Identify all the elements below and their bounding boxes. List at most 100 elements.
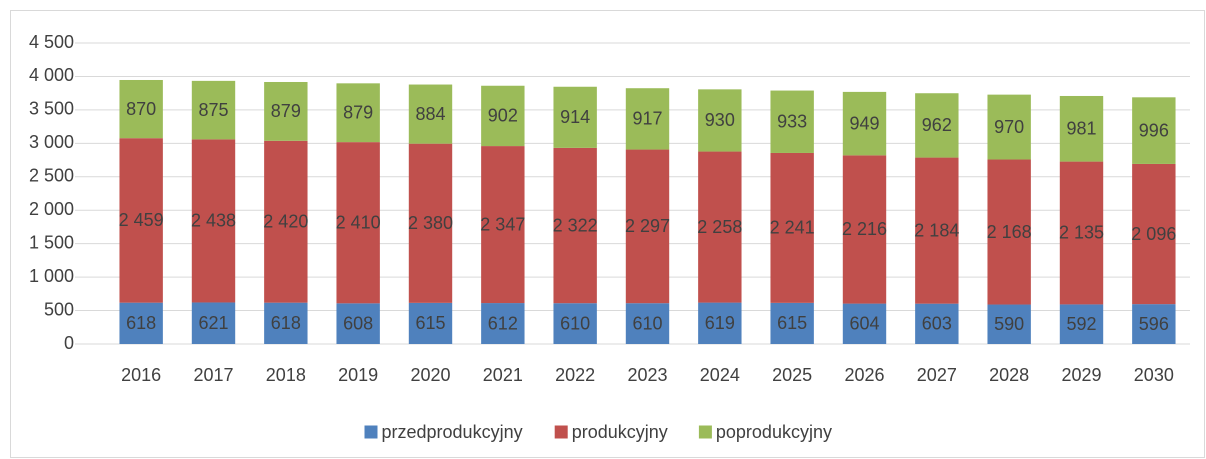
data-label: 615 bbox=[777, 313, 807, 333]
data-label: 2 459 bbox=[119, 210, 164, 230]
y-tick-label: 3 000 bbox=[29, 132, 74, 152]
data-label: 621 bbox=[198, 313, 228, 333]
bar-segment bbox=[842, 303, 887, 344]
bar-segment bbox=[264, 140, 308, 303]
x-tick-label: 2029 bbox=[1061, 365, 1101, 385]
bar-segment bbox=[1132, 304, 1176, 344]
bar-segment bbox=[770, 302, 814, 344]
x-tick-label: 2030 bbox=[1134, 365, 1174, 385]
legend-swatch bbox=[698, 425, 712, 439]
bar-segment bbox=[191, 80, 236, 140]
x-tick-label: 2018 bbox=[266, 365, 306, 385]
bar-segment bbox=[119, 79, 163, 139]
x-tick-label: 2020 bbox=[410, 365, 450, 385]
data-label: 917 bbox=[632, 109, 662, 129]
data-label: 2 380 bbox=[408, 213, 453, 233]
bar-segment bbox=[915, 93, 959, 158]
data-label: 875 bbox=[198, 100, 228, 120]
bar-segment bbox=[481, 85, 525, 147]
y-tick-label: 3 500 bbox=[29, 99, 74, 119]
y-tick-label: 0 bbox=[64, 333, 74, 353]
y-tick-label: 4 000 bbox=[29, 65, 74, 85]
x-tick-label: 2017 bbox=[193, 365, 233, 385]
x-tick-label: 2021 bbox=[483, 365, 523, 385]
bar-segment bbox=[553, 303, 597, 344]
data-label: 2 184 bbox=[914, 220, 959, 240]
data-label: 2 258 bbox=[697, 217, 742, 237]
bar-segment bbox=[553, 147, 597, 304]
data-label: 590 bbox=[994, 314, 1024, 334]
x-tick-label: 2026 bbox=[844, 365, 884, 385]
bar-segment bbox=[842, 91, 887, 156]
data-label: 2 168 bbox=[987, 222, 1032, 242]
bar-segment bbox=[553, 86, 597, 148]
bar-segment bbox=[481, 303, 525, 344]
bar-segment bbox=[408, 143, 453, 303]
bar-segment bbox=[336, 303, 380, 344]
bar-segment bbox=[1132, 163, 1176, 305]
bar-segment bbox=[842, 155, 887, 304]
x-tick-label: 2027 bbox=[917, 365, 957, 385]
data-label: 930 bbox=[705, 110, 735, 130]
bar-segment bbox=[698, 89, 742, 152]
x-tick-label: 2019 bbox=[338, 365, 378, 385]
data-label: 2 438 bbox=[191, 211, 236, 231]
legend-swatch bbox=[554, 425, 568, 439]
bar-segment bbox=[191, 302, 236, 344]
data-label: 610 bbox=[560, 313, 590, 333]
data-label: 596 bbox=[1139, 314, 1169, 334]
x-tick-label: 2023 bbox=[627, 365, 667, 385]
data-label: 970 bbox=[994, 117, 1024, 137]
bar-segment bbox=[264, 81, 308, 141]
bar-segment bbox=[915, 303, 959, 344]
bar-segment bbox=[191, 139, 236, 303]
y-tick-label: 1 500 bbox=[29, 232, 74, 252]
data-label: 2 297 bbox=[625, 216, 670, 236]
data-label: 604 bbox=[849, 314, 879, 334]
data-label: 879 bbox=[271, 101, 301, 121]
bar-segment bbox=[336, 83, 380, 143]
bar-segment bbox=[264, 302, 308, 344]
data-label: 870 bbox=[126, 99, 156, 119]
data-label: 2 347 bbox=[480, 214, 525, 234]
legend-label: przedprodukcyjny bbox=[382, 422, 523, 442]
data-label: 879 bbox=[343, 102, 373, 122]
bar-segment bbox=[1059, 161, 1104, 305]
data-label: 610 bbox=[632, 313, 662, 333]
x-tick-label: 2025 bbox=[772, 365, 812, 385]
bar-segment bbox=[698, 302, 742, 344]
y-tick-label: 500 bbox=[44, 299, 74, 319]
bar-segment bbox=[770, 152, 814, 303]
bar-segment bbox=[336, 142, 380, 304]
data-label: 914 bbox=[560, 107, 590, 127]
data-label: 996 bbox=[1139, 120, 1169, 140]
bar-segment bbox=[698, 151, 742, 303]
bar-segment bbox=[119, 138, 163, 303]
bar-segment bbox=[1059, 304, 1104, 344]
legend-swatch bbox=[364, 425, 378, 439]
y-tick-label: 4 500 bbox=[29, 32, 74, 52]
data-label: 949 bbox=[849, 113, 879, 133]
data-label: 2 322 bbox=[553, 215, 598, 235]
bar-segment bbox=[1132, 97, 1176, 164]
data-label: 2 135 bbox=[1059, 223, 1104, 243]
data-label: 2 410 bbox=[336, 212, 381, 232]
y-tick-label: 2 500 bbox=[29, 166, 74, 186]
data-label: 612 bbox=[488, 313, 518, 333]
x-tick-label: 2022 bbox=[555, 365, 595, 385]
y-tick-label: 1 000 bbox=[29, 266, 74, 286]
data-label: 933 bbox=[777, 112, 807, 132]
bar-segment bbox=[408, 84, 453, 144]
data-label: 619 bbox=[705, 313, 735, 333]
data-label: 884 bbox=[415, 104, 445, 124]
data-label: 2 096 bbox=[1131, 224, 1176, 244]
data-label: 618 bbox=[126, 313, 156, 333]
bar-segment bbox=[987, 304, 1031, 344]
bar-segment bbox=[481, 146, 525, 304]
bar-segment bbox=[987, 94, 1031, 160]
bar-segment bbox=[625, 303, 670, 344]
data-label: 902 bbox=[488, 106, 518, 126]
data-label: 981 bbox=[1066, 119, 1096, 139]
bar-segment bbox=[987, 159, 1031, 305]
bar-segment bbox=[408, 302, 453, 344]
